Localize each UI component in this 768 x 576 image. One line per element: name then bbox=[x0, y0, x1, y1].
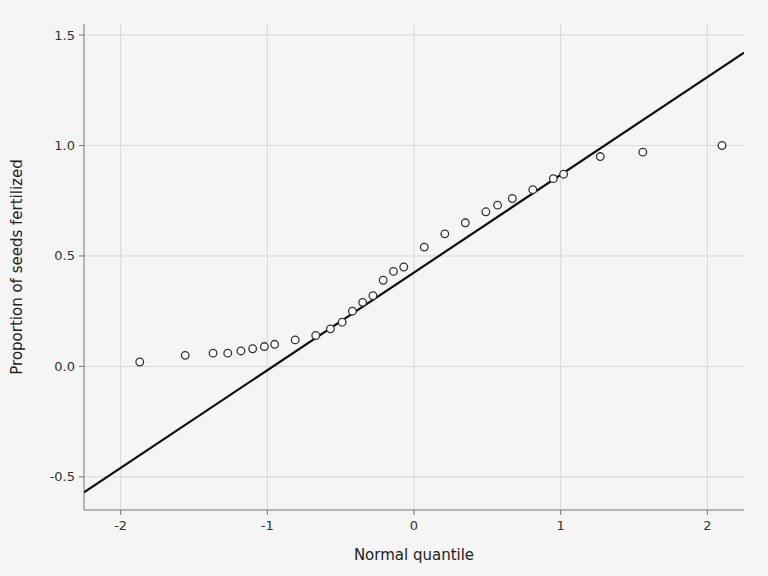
data-point bbox=[327, 325, 335, 333]
y-tick-label: 1.5 bbox=[54, 28, 75, 43]
axes: -2 -1 0 1 2 -0.5 0.0 0.5 1.0 1.5 bbox=[50, 24, 744, 533]
data-point bbox=[379, 276, 387, 284]
data-point bbox=[560, 170, 568, 178]
data-point bbox=[349, 307, 357, 315]
grid-line-y bbox=[84, 366, 744, 367]
y-tick-label: 1.0 bbox=[54, 138, 75, 153]
data-point bbox=[420, 243, 428, 251]
chart: -2 -1 0 1 2 -0.5 0.0 0.5 1.0 1.5 Normal quantile Pr… bbox=[0, 0, 768, 576]
y-tick bbox=[79, 255, 84, 256]
grid-line-x bbox=[120, 24, 121, 510]
x-tick bbox=[120, 510, 121, 515]
y-tick bbox=[79, 366, 84, 367]
background bbox=[0, 0, 768, 576]
data-point bbox=[390, 268, 398, 276]
data-point bbox=[338, 318, 346, 326]
data-point bbox=[359, 299, 367, 307]
grid-line-x bbox=[707, 24, 708, 510]
data-point bbox=[550, 175, 558, 183]
data-point bbox=[261, 343, 269, 351]
y-tick bbox=[79, 145, 84, 146]
grid bbox=[84, 24, 744, 510]
data-point bbox=[136, 358, 144, 366]
plot-area bbox=[84, 53, 744, 493]
y-axis-label: Proportion of seeds fertilized bbox=[8, 159, 26, 374]
data-point bbox=[291, 336, 299, 344]
data-point bbox=[209, 349, 217, 357]
data-point bbox=[441, 230, 449, 238]
grid-line-y bbox=[84, 476, 744, 477]
x-tick-label: 1 bbox=[557, 518, 565, 533]
y-tick-label: 0.5 bbox=[54, 248, 75, 263]
x-axis-label: Normal quantile bbox=[354, 546, 474, 564]
data-point bbox=[312, 332, 320, 340]
x-tick bbox=[560, 510, 561, 515]
grid-line-y bbox=[84, 35, 744, 36]
lines bbox=[84, 53, 744, 493]
grid-line-y bbox=[84, 145, 744, 146]
grid-line-x bbox=[267, 24, 268, 510]
chart-container: -2 -1 0 1 2 -0.5 0.0 0.5 1.0 1.5 Normal quantile Pr… bbox=[0, 0, 768, 576]
x-tick bbox=[267, 510, 268, 515]
grid-line-x bbox=[414, 24, 415, 510]
y-tick bbox=[79, 35, 84, 36]
data-point bbox=[181, 352, 189, 360]
data-point bbox=[271, 341, 279, 349]
data-point bbox=[718, 142, 726, 150]
data-point bbox=[482, 208, 490, 216]
data-point bbox=[249, 345, 257, 353]
data-point bbox=[237, 347, 245, 355]
points bbox=[136, 142, 726, 366]
data-point bbox=[508, 195, 516, 203]
data-point bbox=[462, 219, 470, 227]
data-point bbox=[596, 153, 604, 161]
y-tick-label: -0.5 bbox=[50, 469, 75, 484]
data-point bbox=[224, 349, 232, 357]
y-tick bbox=[79, 476, 84, 477]
grid-line-x bbox=[560, 24, 561, 510]
data-point bbox=[639, 148, 647, 156]
x-tick bbox=[707, 510, 708, 515]
grid-line-y bbox=[84, 255, 744, 256]
x-tick-label: -1 bbox=[261, 518, 274, 533]
x-tick bbox=[414, 510, 415, 515]
y-axis-line bbox=[84, 24, 85, 510]
data-point bbox=[494, 201, 502, 209]
x-tick-label: -2 bbox=[114, 518, 127, 533]
reference-line bbox=[84, 53, 744, 493]
data-point bbox=[369, 292, 377, 300]
data-point bbox=[529, 186, 537, 194]
data-point bbox=[400, 263, 408, 271]
x-tick-label: 2 bbox=[703, 518, 711, 533]
y-tick-label: 0.0 bbox=[54, 359, 75, 374]
x-tick-label: 0 bbox=[410, 518, 418, 533]
